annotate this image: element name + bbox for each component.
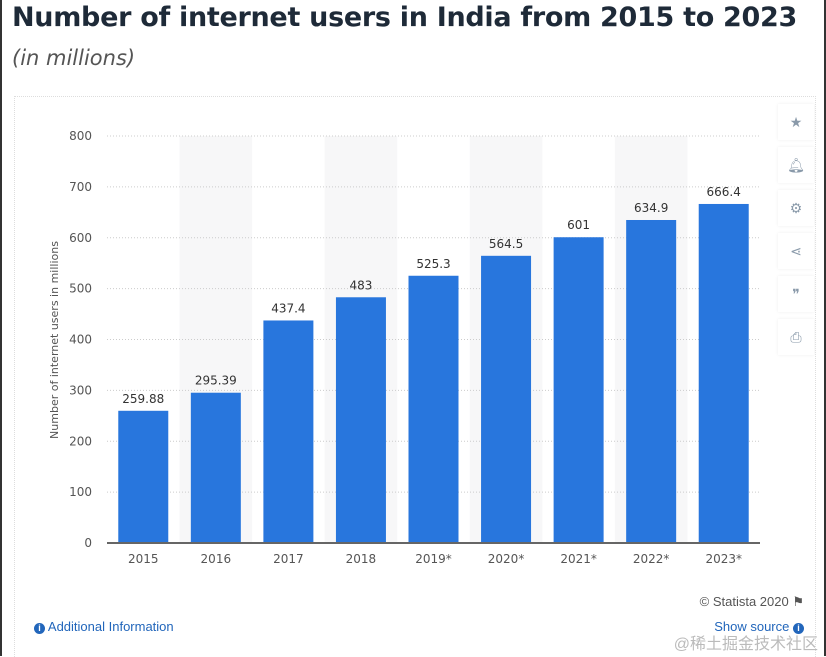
- x-tick-label: 2018: [346, 552, 377, 566]
- data-label: 666.4: [707, 185, 741, 199]
- y-tick-label: 0: [84, 536, 92, 550]
- y-tick-label: 700: [69, 180, 92, 194]
- bar: [626, 219, 677, 543]
- x-tick-label: 2017: [273, 552, 304, 566]
- bar: [335, 297, 386, 543]
- bar-chart: 0 100 200 300 400 500 600 700 800 259.88 2015 295.3…: [48, 129, 760, 566]
- data-label: 601: [567, 218, 590, 232]
- gear-icon[interactable]: ⚙: [778, 190, 814, 226]
- data-label: 437.4: [271, 301, 305, 315]
- bar: [481, 255, 532, 544]
- bar: [698, 203, 749, 543]
- info-icon: i: [34, 623, 45, 634]
- data-label: 259.88: [122, 392, 164, 406]
- show-source-link[interactable]: Show source i: [714, 619, 804, 634]
- x-tick-label: 2022*: [633, 552, 670, 566]
- additional-information-link[interactable]: i Additional Information: [34, 619, 174, 634]
- y-tick-label: 200: [69, 434, 92, 448]
- x-tick-label: 2015: [128, 552, 159, 566]
- chart-toolbar: ★ 🔔︎ ⚙ ⋖ ❞ ⎙: [778, 104, 814, 362]
- watermark: @稀土掘金技术社区: [673, 636, 818, 653]
- info-icon: i: [793, 623, 804, 634]
- y-tick-label: 800: [69, 129, 92, 143]
- data-label: 483: [349, 278, 372, 292]
- x-tick-label: 2019*: [415, 552, 452, 566]
- bar: [118, 410, 169, 543]
- chart-title: Number of internet users in India from 2…: [12, 2, 797, 33]
- y-tick-label: 500: [69, 282, 92, 296]
- y-tick-label: 400: [69, 333, 92, 347]
- y-axis-label: Number of internet users in millions: [48, 241, 61, 439]
- additional-information-label: Additional Information: [47, 619, 174, 634]
- data-label: 525.3: [416, 257, 450, 271]
- quote-icon[interactable]: ❞: [778, 276, 814, 312]
- x-tick-label: 2016: [201, 552, 232, 566]
- x-tick-label: 2020*: [488, 552, 525, 566]
- print-icon[interactable]: ⎙: [778, 319, 814, 355]
- y-tick-label: 600: [69, 231, 92, 245]
- x-tick-label: 2023*: [705, 552, 742, 566]
- star-icon[interactable]: ★: [778, 104, 814, 140]
- x-tick-label: 2021*: [560, 552, 597, 566]
- copyright-text: © Statista 2020: [699, 594, 789, 609]
- data-label: 634.9: [634, 201, 668, 215]
- share-icon[interactable]: ⋖: [778, 233, 814, 269]
- chart-subtitle: (in millions): [12, 46, 136, 70]
- flag-icon: ⚑: [792, 594, 804, 609]
- data-label: 564.5: [489, 237, 523, 251]
- y-tick-label: 300: [69, 383, 92, 397]
- bar: [190, 392, 241, 543]
- data-label: 295.39: [195, 374, 237, 388]
- chart-panel: [14, 96, 816, 657]
- bar: [553, 237, 604, 543]
- bar: [263, 320, 314, 543]
- y-tick-label: 100: [69, 485, 92, 499]
- show-source-label: Show source: [714, 619, 790, 634]
- bar: [408, 275, 459, 543]
- copyright: © Statista 2020 ⚑: [700, 594, 804, 610]
- bell-icon[interactable]: 🔔︎: [778, 147, 814, 183]
